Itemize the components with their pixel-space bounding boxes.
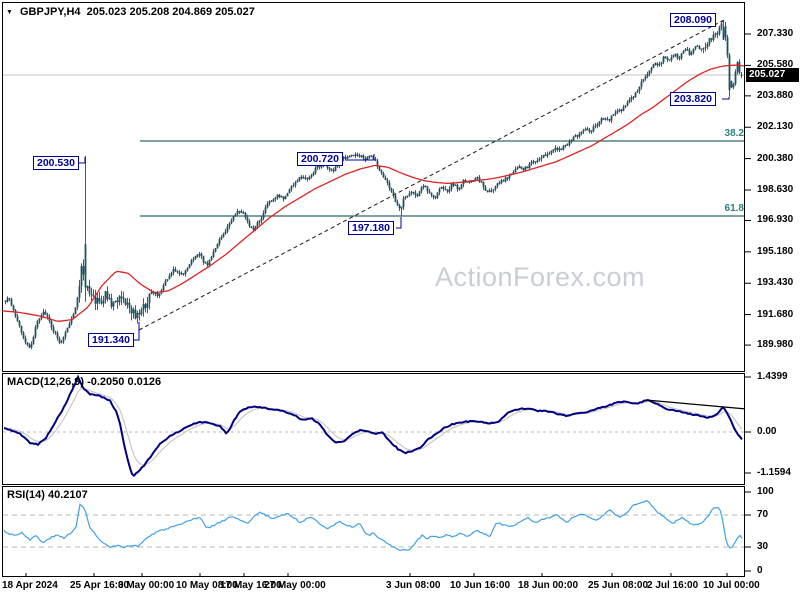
annotation-connector-191.340 xyxy=(134,322,140,341)
rsi-axis-label: 70 xyxy=(757,509,769,520)
annotation-connector-197.180 xyxy=(396,217,402,229)
price-annotation-203.820[interactable]: 203.820 xyxy=(670,92,716,106)
time-axis-label: 10 May 08:00 xyxy=(176,580,238,591)
price-axis-label: 203.880 xyxy=(757,89,794,101)
time-axis-label: 10 Jun 16:00 xyxy=(450,580,511,591)
price-annotation-197.180[interactable]: 197.180 xyxy=(348,221,394,235)
macd-signal-value: 0.0126 xyxy=(127,376,162,388)
rsi-name: RSI(14) xyxy=(7,489,45,501)
annotation-connector-203.820 xyxy=(722,97,730,100)
macd-value: -0.2050 xyxy=(87,376,125,388)
symbol-timeframe: GBPJPY,H4 xyxy=(20,6,81,18)
price-axis-label: 196.930 xyxy=(757,214,794,226)
macd-axis-label: 1.4399 xyxy=(757,371,788,382)
price-axis-label: 207.330 xyxy=(757,28,794,39)
time-axis-label: 3 Jun 08:00 xyxy=(386,580,441,591)
rsi-indicator-label: RSI(14) 40.2107 xyxy=(7,489,88,501)
price-axis-label: 200.380 xyxy=(757,152,794,164)
watermark: ActionForex.com xyxy=(434,262,646,292)
rsi-line xyxy=(3,500,743,551)
macd-axis-label: -1.1594 xyxy=(757,467,791,478)
moving-average-line[interactable] xyxy=(2,64,745,322)
candle-bodies xyxy=(4,23,743,348)
annotation-connector-200.720 xyxy=(345,154,375,161)
price-axis-ticks xyxy=(745,33,751,572)
price-annotation-200.720[interactable]: 200.720 xyxy=(297,152,343,166)
price-annotation-208.090[interactable]: 208.090 xyxy=(670,13,716,27)
macd-axis-label: 0.00 xyxy=(757,426,777,437)
macd-trendline[interactable] xyxy=(645,399,745,410)
macd-main-line xyxy=(3,374,743,478)
time-axis-label: 18 Jun 00:00 xyxy=(518,580,579,591)
macd-chart-canvas[interactable] xyxy=(2,373,745,485)
price-axis-label: 202.130 xyxy=(757,121,794,133)
time-axis-label: 27 May 00:00 xyxy=(264,580,326,591)
chart-title: GBPJPY,H4 205.023 205.208 204.869 205.02… xyxy=(20,6,255,18)
time-axis-label: 25 Jun 08:00 xyxy=(588,580,649,591)
fib-label-61.8: 61.8 xyxy=(724,203,744,214)
price-axis-label: 191.680 xyxy=(757,308,794,320)
price-annotation-191.340[interactable]: 191.340 xyxy=(88,333,134,347)
time-axis-label: 18 Apr 2024 xyxy=(2,580,58,591)
time-axis-label: 25 Apr 16:00 xyxy=(70,580,130,591)
rsi-value: 40.2107 xyxy=(47,489,88,501)
collapse-chart-icon[interactable]: ▼ xyxy=(6,9,13,16)
rsi-axis-label: 30 xyxy=(757,541,769,552)
macd-name: MACD(12,26,9) xyxy=(7,376,85,388)
price-annotation-200.530[interactable]: 200.530 xyxy=(33,156,79,170)
fib-label-38.2: 38.2 xyxy=(724,128,744,139)
time-axis-label: 10 Jul 00:00 xyxy=(703,580,760,591)
price-axis-label: 198.630 xyxy=(757,183,794,195)
price-axis-label: 193.430 xyxy=(757,277,794,289)
time-axis-label: 3 May 00:00 xyxy=(118,580,175,591)
annotation-connector-200.530 xyxy=(77,157,86,164)
current-price-tag: 205.027 xyxy=(746,68,799,83)
rsi-axis-label: 0 xyxy=(757,565,763,576)
ohlc-values: 205.023 205.208 204.869 205.027 xyxy=(86,6,255,18)
price-chart-canvas[interactable] xyxy=(2,2,745,372)
rsi-axis-label: 100 xyxy=(757,486,774,497)
price-axis-label: 205.580 xyxy=(757,59,794,71)
price-axis-label: 189.980 xyxy=(757,339,794,351)
dashed-trendline[interactable] xyxy=(138,19,725,331)
price-axis-label: 195.180 xyxy=(757,245,794,257)
annotation-connector-208.090 xyxy=(721,20,724,23)
time-axis-label: 17 May 16:00 xyxy=(220,580,282,591)
time-axis-label: 2 Jul 16:00 xyxy=(647,580,699,591)
macd-indicator-label: MACD(12,26,9) -0.2050 0.0126 xyxy=(7,376,161,388)
rsi-chart-canvas[interactable] xyxy=(2,486,745,577)
